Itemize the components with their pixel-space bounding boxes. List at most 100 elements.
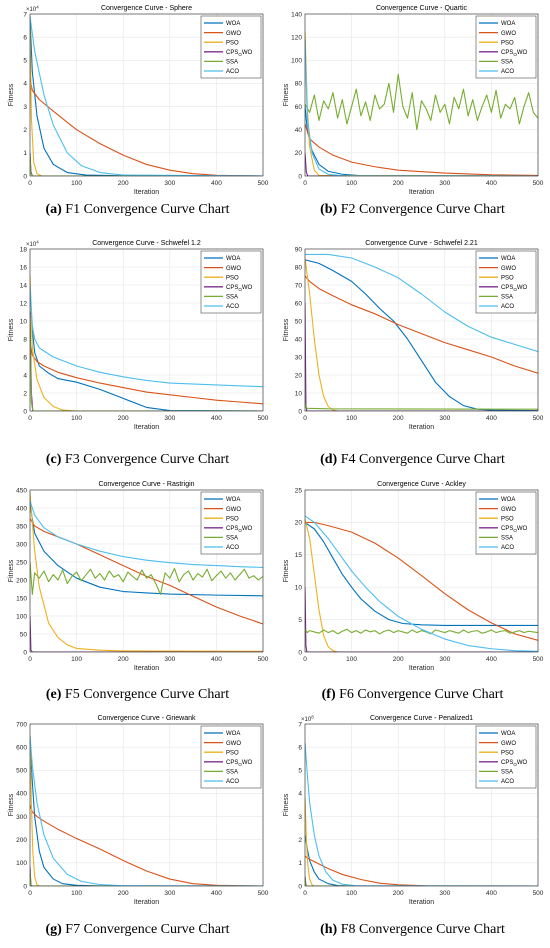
legend-label-woa: WOA	[501, 731, 515, 737]
legend-label-main: CPS	[226, 526, 238, 532]
y-tick-label: 200	[16, 837, 27, 844]
legend: WOA GWO PSO CPSOWO SSA ACO	[475, 491, 537, 555]
y-tick-label: 450	[16, 487, 27, 494]
legend-label-pso: PSO	[226, 40, 239, 46]
legend-label-main: CPS	[501, 50, 513, 56]
legend-label-woa: WOA	[501, 21, 515, 27]
legend-label-main: CPS	[226, 50, 238, 56]
y-tick-label: 25	[295, 487, 303, 494]
x-tick-label: 0	[303, 415, 307, 422]
y-tick-label: 12	[20, 300, 28, 307]
y-tick-label: 400	[16, 791, 27, 798]
convergence-chart-penalized1: 0 100 200 300 400 500 0 1 2 3 4 5 6 7×108 Convergence …	[283, 715, 544, 907]
y-axis-label: Fitness	[8, 559, 15, 582]
y-tick-label: 15	[295, 552, 303, 559]
chart-title: Convergence Curve - Griewank	[97, 715, 196, 722]
legend-label-subscript: O	[238, 52, 242, 57]
y-tick-label: 16	[20, 264, 28, 271]
legend-label-ssa: SSA	[501, 60, 513, 66]
legend-label-subscript: O	[513, 528, 517, 533]
caption-letter: (g)	[45, 922, 62, 937]
series-line-aco	[305, 742, 538, 886]
y-axis-label: Fitness	[8, 793, 15, 816]
legend-label-pso: PSO	[226, 516, 239, 522]
y-tick-label: 0	[23, 649, 27, 656]
series-line-aco	[30, 16, 263, 176]
convergence-chart-griewank: 0 100 200 300 400 500 0 100 200 300 400 500 600 700 Co…	[8, 715, 269, 906]
legend-label-woa: WOA	[226, 731, 240, 737]
y-tick-label: 3	[23, 104, 27, 111]
y-exponent-power: 4	[36, 5, 39, 10]
legend-label-ssa: SSA	[501, 295, 513, 301]
x-tick-label: 500	[533, 890, 544, 897]
series-line-cpsowo	[305, 587, 538, 652]
y-tick-label: 10	[295, 585, 303, 592]
chart-panel-a: 0 100 200 300 400 500 0 1 2 3 4 5 6 7 ×104 Convergence …	[0, 0, 275, 200]
legend-label-tail: WO	[242, 760, 253, 766]
legend-label-gwo: GWO	[501, 507, 516, 513]
x-tick-label: 0	[28, 180, 32, 187]
x-axis-label: Iteration	[409, 189, 434, 196]
legend-label-tail: WO	[517, 760, 528, 766]
x-tick-label: 400	[211, 415, 222, 422]
legend-label-main: CPS	[501, 285, 513, 291]
y-tick-label: 40	[295, 127, 303, 134]
series-line-ssa	[30, 561, 263, 595]
legend-label-woa: WOA	[501, 497, 515, 503]
y-tick-label: 70	[295, 282, 303, 289]
series-line-woa	[30, 293, 263, 411]
series-line-gwo	[305, 855, 538, 886]
y-tick-label: 5	[298, 768, 302, 775]
x-tick-label: 300	[439, 180, 450, 187]
x-tick-label: 400	[211, 890, 222, 897]
chart-title: Convergence Curve - Rastrigin	[98, 481, 194, 488]
axes-box	[29, 723, 264, 887]
y-tick-label: 80	[295, 264, 303, 271]
y-tick-label: 60	[295, 104, 303, 111]
y-axis-label: Fitness	[283, 83, 290, 106]
x-tick-label: 400	[486, 656, 497, 663]
legend-label-main: CPS	[501, 760, 513, 766]
x-axis-label: Iteration	[134, 899, 159, 906]
chart-title: Convergence Curve - Schwefel 2.21	[365, 240, 478, 247]
x-tick-label: 200	[118, 415, 129, 422]
legend-label-pso: PSO	[226, 750, 239, 756]
series-line-ssa	[30, 320, 263, 411]
legend-label-subscript: O	[238, 287, 242, 292]
legend-label-tail: WO	[242, 50, 253, 56]
series-line-woa	[30, 504, 263, 597]
x-tick-label: 300	[164, 890, 175, 897]
legend-label-aco: ACO	[226, 545, 239, 551]
series-line-ssa	[305, 73, 538, 131]
legend-label-pso: PSO	[226, 275, 239, 281]
x-tick-label: 500	[258, 890, 269, 897]
caption-letter: (e)	[45, 687, 62, 702]
caption-a: (a) F1 Convergence Curve Chart	[0, 202, 275, 218]
x-tick-label: 100	[71, 415, 82, 422]
y-tick-label: 7	[298, 721, 302, 728]
legend-label-tail: WO	[242, 285, 253, 291]
legend-label-pso: PSO	[501, 516, 514, 522]
legend-label-gwo: GWO	[226, 31, 241, 37]
chart-panel-g: 0 100 200 300 400 500 0 100 200 300 400 500 600 700 Co…	[0, 710, 275, 910]
legend-label-tail: WO	[517, 526, 528, 532]
legend-label-ssa: SSA	[501, 536, 513, 542]
legend-label-cpsowo: CPSOWO	[501, 285, 528, 292]
y-tick-label: 6	[23, 354, 27, 361]
series-line-ssa	[305, 878, 538, 886]
y-tick-label: 2	[23, 390, 27, 397]
legend-box	[200, 725, 262, 789]
y-axis-label: Fitness	[283, 793, 290, 816]
y-exponent-power: 4	[36, 240, 39, 245]
y-axis-label: Fitness	[283, 559, 290, 582]
convergence-chart-schwefel-2-21: 0 100 200 300 400 500 0 10 20 30 40 50 60 70 80 90 Conve…	[283, 240, 544, 431]
y-tick-label: 80	[295, 81, 303, 88]
convergence-chart-rastrigin: 0 100 200 300 400 500 0 50 100 150 200 250 300 350 400…	[8, 481, 269, 672]
legend-label-pso: PSO	[501, 40, 514, 46]
legend-label-cpsowo: CPSOWO	[501, 526, 528, 533]
y-exponent-power: 8	[311, 715, 314, 720]
legend-box	[200, 250, 262, 314]
x-tick-label: 200	[393, 180, 404, 187]
y-tick-label: 10	[295, 390, 303, 397]
caption-letter: (f)	[321, 687, 336, 702]
